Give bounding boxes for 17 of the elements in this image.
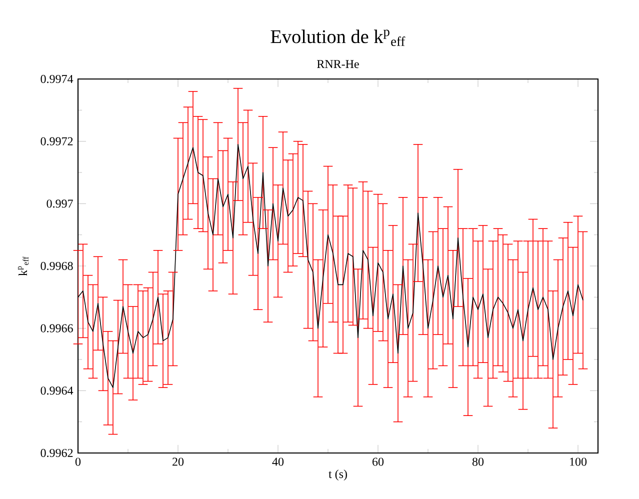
x-tick-label: 100 bbox=[570, 458, 587, 466]
x-tick-label: 0 bbox=[75, 458, 81, 466]
x-tick-label: 60 bbox=[372, 458, 384, 466]
x-tick-label: 80 bbox=[472, 458, 484, 466]
y-tick-label: 0.9966 bbox=[40, 324, 73, 332]
x-tick-label: 20 bbox=[172, 458, 184, 466]
y-tick-label: 0.9962 bbox=[40, 448, 73, 458]
y-tick-label: 0.9974 bbox=[40, 74, 74, 84]
chart-subtitle: RNR-He bbox=[317, 60, 359, 68]
y-tick-label: 0.9964 bbox=[40, 386, 74, 395]
y-tick-label: 0.9972 bbox=[40, 137, 73, 146]
y-axis-title: k$^{p}$eff bbox=[18, 256, 28, 276]
x-tick-label: 40 bbox=[272, 458, 284, 466]
chart-title: Evolution de k$^{p}$eff bbox=[270, 30, 406, 46]
y-tick-label: 0.997 bbox=[46, 200, 73, 208]
y-tick-label: 0.9968 bbox=[40, 262, 73, 270]
x-axis-title: t (s) bbox=[328, 470, 347, 480]
